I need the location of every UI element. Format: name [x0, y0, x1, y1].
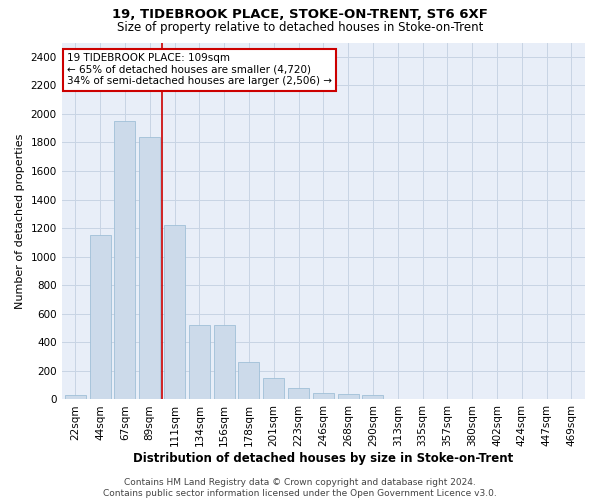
- Bar: [561, 398, 582, 400]
- Text: 19 TIDEBROOK PLACE: 109sqm
← 65% of detached houses are smaller (4,720)
34% of s: 19 TIDEBROOK PLACE: 109sqm ← 65% of deta…: [67, 53, 332, 86]
- Bar: [139, 136, 160, 400]
- Bar: [338, 394, 359, 400]
- Text: 19, TIDEBROOK PLACE, STOKE-ON-TRENT, ST6 6XF: 19, TIDEBROOK PLACE, STOKE-ON-TRENT, ST6…: [112, 8, 488, 20]
- Bar: [263, 378, 284, 400]
- Text: Size of property relative to detached houses in Stoke-on-Trent: Size of property relative to detached ho…: [117, 21, 483, 34]
- Y-axis label: Number of detached properties: Number of detached properties: [15, 134, 25, 308]
- Bar: [214, 325, 235, 400]
- Bar: [164, 226, 185, 400]
- Bar: [412, 398, 433, 400]
- X-axis label: Distribution of detached houses by size in Stoke-on-Trent: Distribution of detached houses by size …: [133, 452, 514, 465]
- Bar: [89, 236, 110, 400]
- Bar: [189, 325, 210, 400]
- Bar: [313, 393, 334, 400]
- Bar: [238, 362, 259, 400]
- Bar: [288, 388, 309, 400]
- Bar: [387, 398, 408, 400]
- Bar: [115, 121, 136, 400]
- Bar: [362, 395, 383, 400]
- Bar: [65, 395, 86, 400]
- Text: Contains HM Land Registry data © Crown copyright and database right 2024.
Contai: Contains HM Land Registry data © Crown c…: [103, 478, 497, 498]
